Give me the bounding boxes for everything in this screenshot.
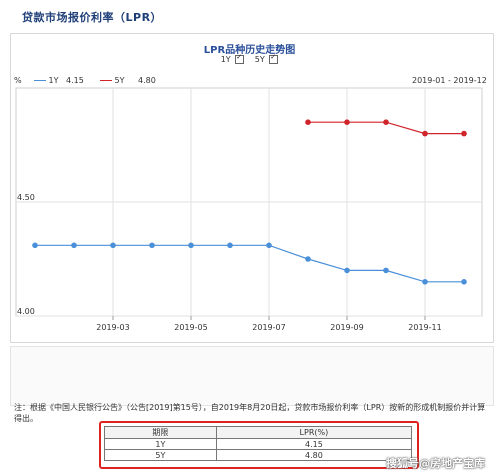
legend-1y: 1Y: [34, 76, 59, 85]
series-line-1y: [35, 244, 464, 283]
data-point-1y[interactable]: [227, 242, 233, 249]
data-point-1y[interactable]: [149, 242, 155, 249]
data-point-5y[interactable]: [461, 130, 467, 137]
data-point-1y[interactable]: [461, 279, 467, 285]
legend-5y-line-icon: [100, 80, 112, 81]
x-tick-label: 2019-07: [252, 323, 285, 332]
legend-5y-value: 4.80: [138, 76, 156, 85]
legend-1y-line-icon: [34, 80, 46, 81]
data-point-1y[interactable]: [383, 267, 389, 274]
chart-panel: [10, 33, 494, 343]
table-header-rate: LPR(%): [215, 426, 413, 439]
table-highlight-box: [99, 421, 419, 469]
legend-5y-label: 5Y: [114, 76, 125, 85]
data-point-1y[interactable]: [71, 242, 77, 249]
legend-1y-value: 4.15: [66, 76, 84, 85]
data-point-5y[interactable]: [305, 119, 311, 125]
toggle-1y[interactable]: 1Y: [220, 53, 245, 64]
lpr-table: 期限 LPR(%) 1Y 4.15 5Y 4.80: [104, 426, 413, 461]
table-header-row: 期限 LPR(%): [104, 426, 413, 439]
toggle-1y-label: 1Y: [220, 55, 231, 64]
table-row: 5Y 4.80: [104, 449, 413, 461]
data-point-1y[interactable]: [305, 256, 311, 262]
series-legend: % 1Y 4.15 5Y 4.80 2019-01 - 2019-12: [14, 76, 494, 88]
legend-1y-label: 1Y: [48, 76, 59, 85]
series-toggle-bar: 1Y 5Y: [0, 53, 499, 64]
data-point-1y[interactable]: [344, 267, 350, 274]
y-tick-label: 4.50: [17, 193, 35, 202]
data-point-5y[interactable]: [344, 119, 350, 125]
legend-5y: 5Y: [100, 76, 125, 85]
checkbox-1y-icon[interactable]: [235, 53, 245, 64]
page-title: 贷款市场报价利率（LPR）: [22, 11, 163, 24]
watermark: 搜狐号@房地产宝库: [386, 457, 485, 470]
checkbox-5y-icon[interactable]: [269, 53, 279, 64]
date-range: 2019-01 - 2019-12: [412, 76, 487, 85]
data-point-1y[interactable]: [266, 242, 272, 249]
data-point-5y[interactable]: [383, 119, 389, 125]
x-tick-label: 2019-03: [96, 323, 129, 332]
data-point-1y[interactable]: [422, 279, 428, 285]
y-tick-label: 4.00: [17, 307, 35, 316]
chart-navigator[interactable]: [10, 346, 494, 406]
data-point-1y[interactable]: [32, 242, 38, 249]
data-point-1y[interactable]: [188, 242, 194, 249]
x-tick-label: 2019-09: [330, 323, 363, 332]
toggle-5y-label: 5Y: [254, 55, 265, 64]
data-point-5y[interactable]: [422, 130, 428, 137]
table-cell-rate: 4.80: [215, 449, 413, 461]
x-tick-label: 2019-05: [174, 323, 207, 332]
lpr-line-chart: 2019-03 2019-05 2019-07 2019-09 2019-11 4.50 4…: [15, 87, 483, 332]
table-header-term: 期限: [104, 426, 217, 439]
footnote: 注：根据《中国人民银行公告》（公告[2019]第15号），自2019年8月20日…: [14, 403, 486, 423]
page-header: 贷款市场报价利率（LPR）: [0, 0, 499, 30]
chart-title: LPR品种历史走势图: [203, 45, 296, 56]
x-tick-label: 2019-11: [408, 323, 441, 332]
toggle-5y[interactable]: 5Y: [254, 53, 279, 64]
data-point-1y[interactable]: [110, 242, 116, 249]
unit-label: %: [14, 76, 22, 85]
table-row: 1Y 4.15: [104, 438, 413, 450]
